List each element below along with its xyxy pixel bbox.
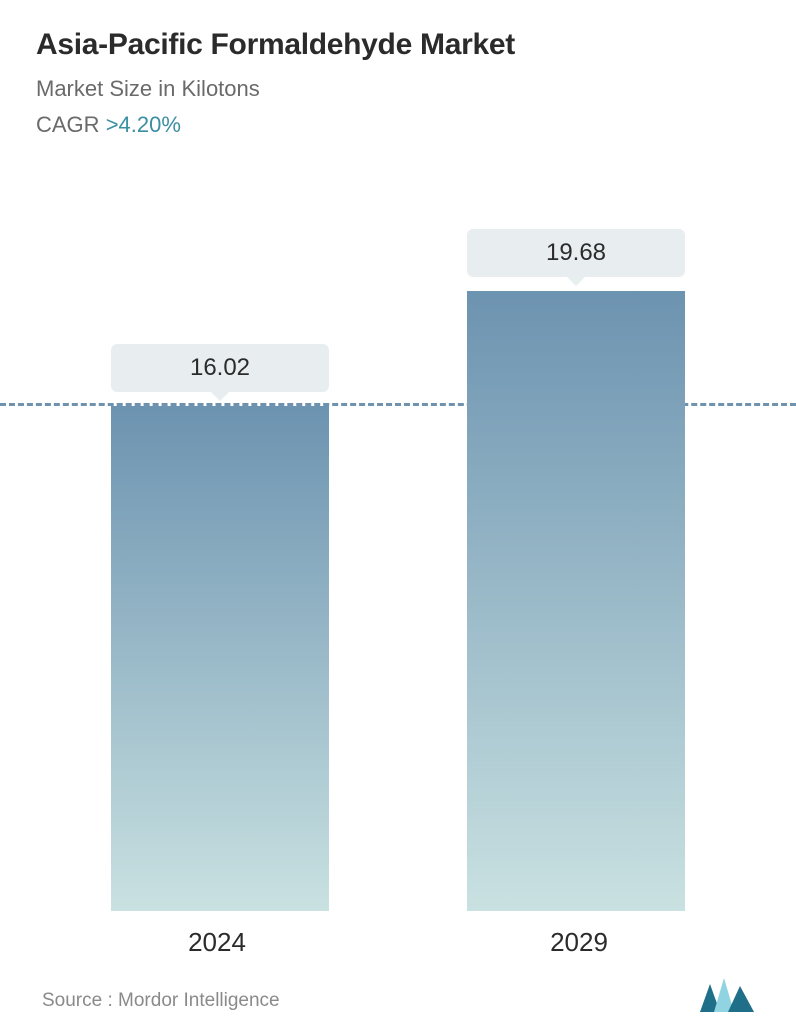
x-axis-labels: 20242029 [36, 927, 760, 958]
bars-row: 16.02 19.68 [42, 182, 754, 911]
cagr-label: CAGR [36, 112, 100, 137]
x-axis-label: 2024 [36, 927, 398, 958]
source-attribution: Source : Mordor Intelligence [42, 990, 280, 1012]
chart-container: Asia-Pacific Formaldehyde Market Market … [0, 0, 796, 1034]
value-badge: 16.02 [111, 344, 329, 392]
bar-slot: 19.68 [398, 182, 754, 911]
bar-slot: 16.02 [42, 182, 398, 911]
cagr-row: CAGR >4.20% [36, 112, 760, 138]
chart-plot-area: 16.02 19.68 [42, 182, 754, 911]
bar [467, 291, 685, 911]
chart-title: Asia-Pacific Formaldehyde Market [36, 28, 760, 62]
brand-logo-icon [700, 976, 754, 1012]
cagr-value: >4.20% [106, 112, 181, 137]
chart-subtitle: Market Size in Kilotons [36, 76, 760, 102]
chart-footer: Source : Mordor Intelligence [42, 976, 754, 1034]
bar [111, 406, 329, 911]
value-badge: 19.68 [467, 229, 685, 277]
x-axis-label: 2029 [398, 927, 760, 958]
